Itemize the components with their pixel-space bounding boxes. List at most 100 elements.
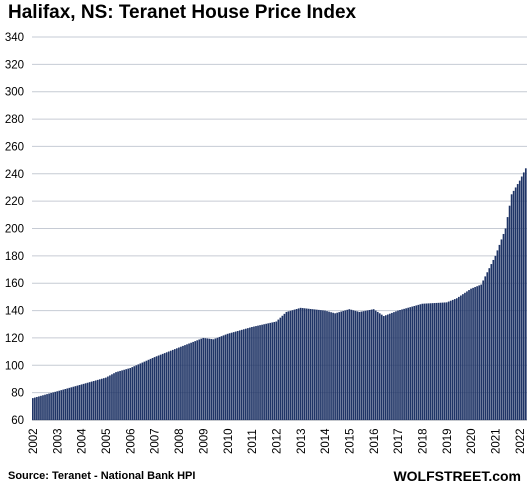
bar (145, 360, 148, 420)
bars-layer (32, 168, 527, 421)
bar (435, 302, 438, 420)
bar (496, 250, 499, 420)
bar (397, 310, 399, 420)
bar (514, 187, 517, 420)
y-tick-label: 140 (5, 306, 24, 318)
bar (178, 347, 180, 420)
bar (115, 372, 117, 421)
bar (230, 332, 233, 420)
bar (512, 190, 515, 420)
bar (107, 376, 109, 420)
bar (409, 307, 412, 420)
bar (441, 302, 444, 420)
bar (502, 233, 505, 420)
x-tick-label: 2022 (515, 428, 527, 454)
bar (169, 350, 172, 420)
bar (109, 375, 111, 420)
bar (301, 308, 304, 420)
bar (423, 303, 426, 420)
bar (431, 303, 434, 420)
bar (328, 311, 330, 420)
bar (362, 311, 365, 420)
bar (251, 326, 253, 420)
y-tick-label: 200 (5, 224, 24, 236)
bar (222, 335, 225, 420)
bar (389, 313, 391, 420)
bar (342, 310, 345, 420)
bar (151, 357, 154, 420)
bar (492, 259, 495, 420)
bar (147, 359, 150, 420)
bar (378, 313, 381, 420)
bar (50, 392, 52, 420)
bar (305, 308, 308, 420)
x-tick-label: 2005 (101, 428, 113, 454)
bar (401, 309, 403, 420)
bar (139, 363, 142, 420)
bar (119, 370, 121, 420)
bar (275, 321, 278, 420)
bar (407, 307, 409, 420)
bar (413, 306, 416, 420)
x-tick-label: 2008 (174, 428, 186, 454)
bar (267, 323, 270, 420)
x-tick-label: 2014 (320, 428, 332, 454)
bar (232, 332, 235, 420)
y-tick-label: 260 (5, 141, 24, 153)
x-tick-label: 2020 (466, 428, 478, 454)
bar (34, 397, 36, 420)
bar (439, 302, 442, 420)
bar (176, 348, 178, 420)
bar (447, 301, 450, 420)
bar (478, 285, 480, 420)
bar (476, 286, 478, 420)
bar (265, 323, 267, 420)
bar (103, 378, 105, 420)
bar (393, 312, 395, 420)
x-tick-label: 2009 (198, 428, 210, 454)
bar (482, 280, 485, 420)
bar (202, 337, 205, 420)
bar (44, 394, 46, 420)
bar (94, 380, 97, 420)
x-tick-label: 2019 (442, 428, 454, 454)
bar (464, 292, 466, 420)
bar (257, 325, 259, 420)
bar (52, 392, 54, 420)
bar (508, 205, 511, 420)
bar (157, 355, 160, 420)
bar (524, 168, 527, 420)
bar (340, 311, 343, 420)
bar (293, 309, 296, 420)
x-tick-label: 2012 (271, 428, 283, 454)
bar (522, 172, 525, 420)
bar (171, 349, 174, 420)
bar (291, 310, 294, 420)
y-tick-label: 300 (5, 87, 24, 99)
bar (279, 317, 282, 420)
bar (356, 311, 359, 420)
bar (224, 334, 227, 420)
bar (271, 322, 274, 420)
bar (131, 367, 134, 420)
bar (368, 309, 371, 420)
bar (506, 217, 509, 420)
bar (486, 272, 489, 420)
bar (86, 382, 89, 420)
bar (70, 387, 73, 420)
bar (200, 338, 203, 420)
bar (405, 308, 407, 420)
bar (411, 306, 414, 420)
bar (348, 309, 351, 420)
bar (433, 303, 436, 420)
bar (311, 309, 314, 420)
bar (443, 302, 446, 420)
bar (303, 308, 306, 420)
bar (192, 341, 194, 420)
bar (449, 300, 452, 420)
bar (198, 339, 201, 420)
bar (82, 383, 85, 420)
bar (445, 302, 448, 420)
bar (370, 309, 373, 420)
